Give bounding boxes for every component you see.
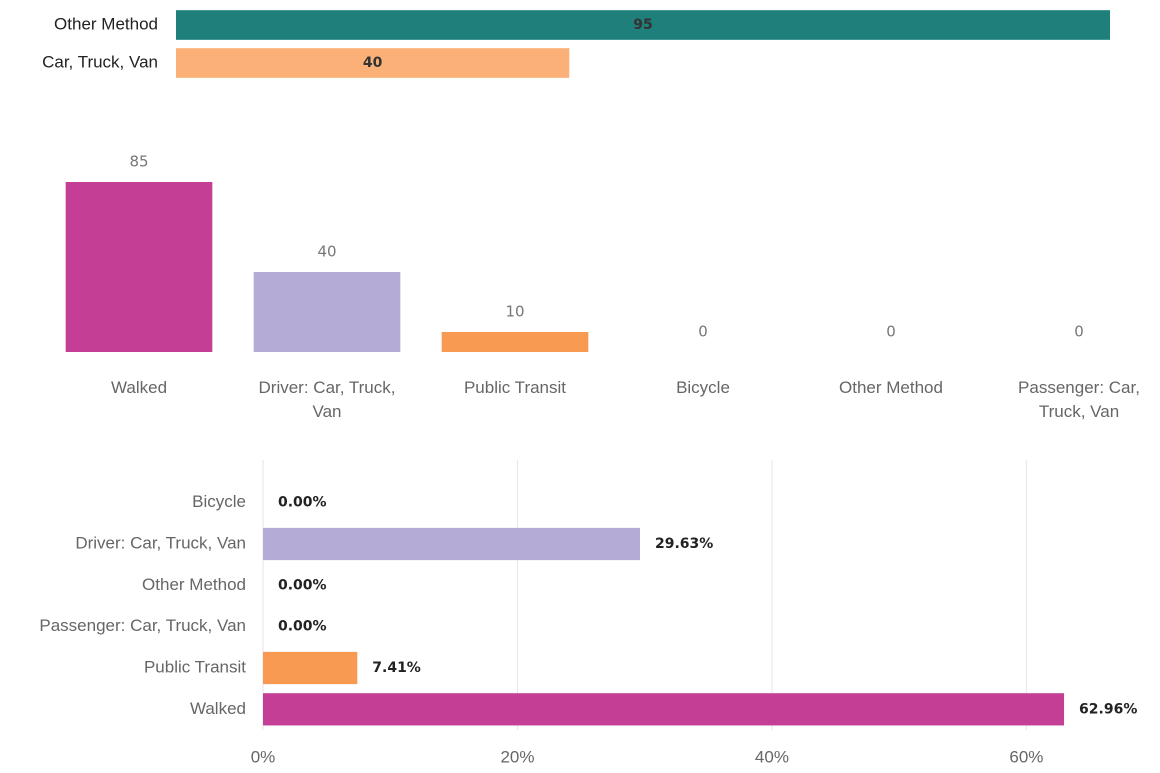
y-tick-label: Bicycle <box>192 492 246 511</box>
bar <box>441 332 589 352</box>
x-tick-label: Passenger: Car, Truck, Van <box>1018 378 1140 421</box>
x-tick-label-box: Bicycle <box>676 378 730 397</box>
bar <box>263 527 640 561</box>
x-tick-label: 60% <box>1009 747 1043 766</box>
bar <box>263 651 358 685</box>
x-tick-label-box: Passenger: Car, Truck, Van <box>1018 378 1140 421</box>
data-label: 10 <box>505 303 524 321</box>
bar <box>176 48 570 78</box>
x-tick-label: 20% <box>500 747 534 766</box>
y-tick-label: Driver: Car, Truck, Van <box>75 533 246 552</box>
y-tick-label: Other Method <box>142 575 246 594</box>
data-label: 29.63% <box>655 536 713 552</box>
data-label: 95 <box>633 17 652 33</box>
data-label: 0.00% <box>278 577 327 593</box>
data-label: 85 <box>129 153 148 171</box>
bar <box>263 693 1065 726</box>
bar <box>253 272 401 352</box>
x-tick-label-box: Other Method <box>839 378 943 397</box>
y-tick-label: Other Method <box>54 14 158 33</box>
y-tick-label: Public Transit <box>144 657 246 676</box>
x-tick-label: Walked <box>110 378 168 397</box>
x-tick-label: Other Method <box>839 378 943 397</box>
x-tick-label: 40% <box>755 747 789 766</box>
x-tick-label: Driver: Car, Truck, Van <box>258 378 396 421</box>
data-label: 0 <box>1074 323 1084 341</box>
y-tick-label: Passenger: Car, Truck, Van <box>39 616 246 635</box>
x-tick-label: Public Transit <box>463 378 567 397</box>
x-tick-label-box: Walked <box>110 378 168 397</box>
data-label: 40 <box>317 243 336 261</box>
data-label: 62.96% <box>1079 701 1137 717</box>
x-tick-label-box: Public Transit <box>463 378 567 397</box>
y-tick-label: Walked <box>190 699 246 718</box>
data-label: 0.00% <box>278 619 327 635</box>
data-label: 40 <box>363 55 383 71</box>
bar <box>176 10 1110 40</box>
bar <box>65 182 213 352</box>
data-label: 0.00% <box>278 495 327 511</box>
data-label: 0 <box>886 323 896 341</box>
x-tick-label-box: Driver: Car, Truck, Van <box>258 378 396 421</box>
x-tick-label: 0% <box>251 747 276 766</box>
data-label: 0 <box>698 323 708 341</box>
data-label: 7.41% <box>372 660 421 676</box>
x-tick-label: Bicycle <box>676 378 730 397</box>
y-tick-label: Car, Truck, Van <box>42 52 158 71</box>
